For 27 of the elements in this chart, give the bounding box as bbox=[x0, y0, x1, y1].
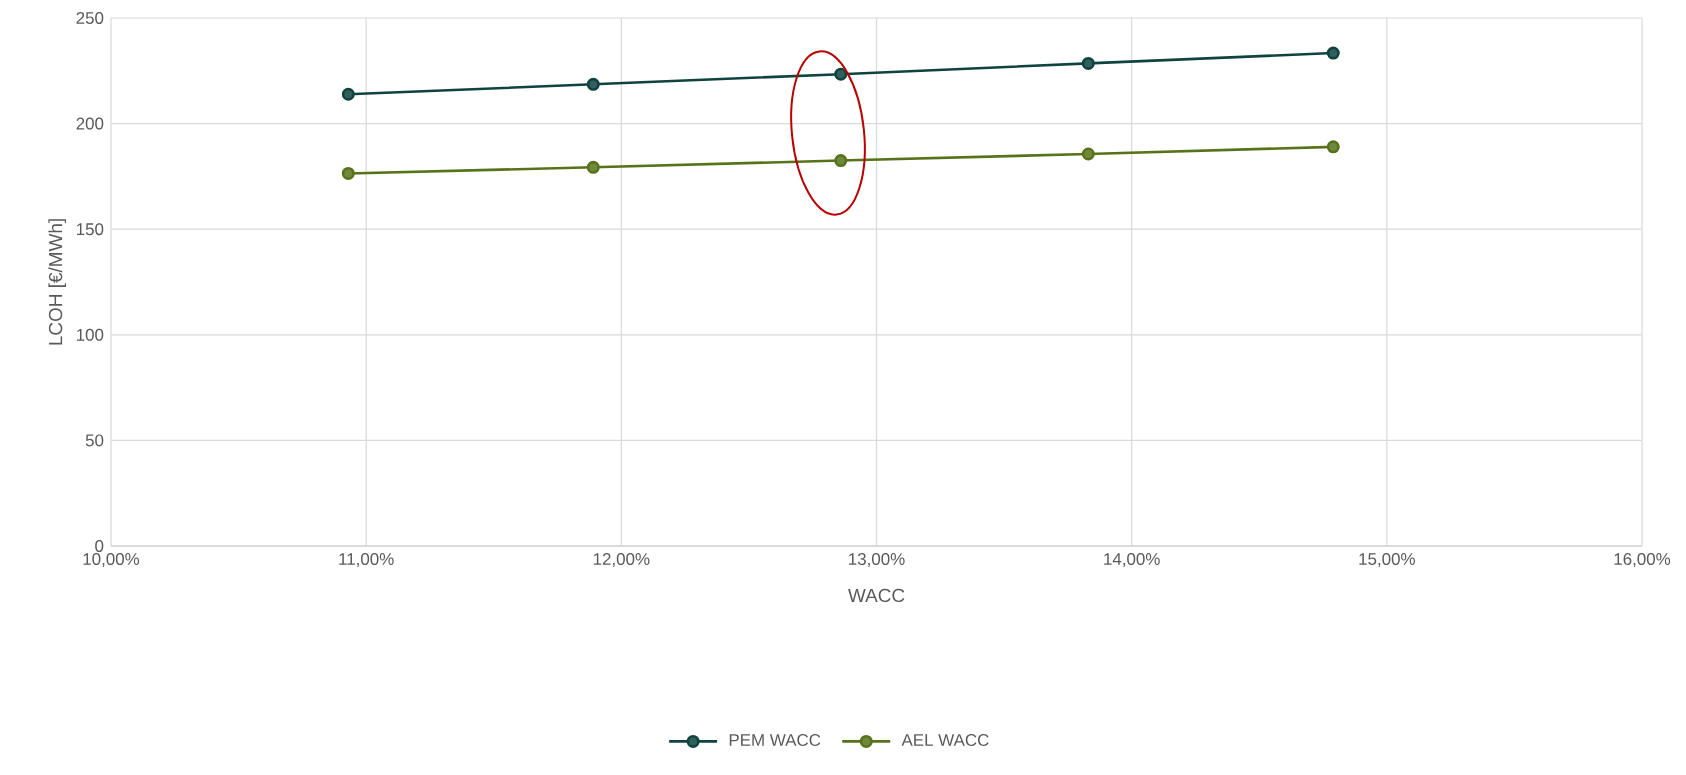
point bbox=[1081, 56, 1095, 70]
y-tick-label: 250 bbox=[76, 12, 104, 24]
legend-label: AEL WACC bbox=[901, 734, 989, 746]
point bbox=[341, 87, 355, 101]
legend-label: PEM WACC bbox=[729, 734, 821, 746]
x-tick-label: 11,00% bbox=[339, 553, 394, 568]
y-tick-label: 200 bbox=[76, 117, 104, 130]
point bbox=[586, 160, 600, 174]
point bbox=[1081, 147, 1095, 161]
x-axis-title: WACC bbox=[848, 588, 905, 603]
y-tick-label: 50 bbox=[85, 434, 104, 447]
point bbox=[1326, 140, 1340, 154]
x-tick-label: 13,00% bbox=[849, 553, 905, 568]
y-axis-title: LCOH [€/MWh] bbox=[48, 219, 67, 345]
point bbox=[1326, 46, 1340, 60]
y-tick-label: 100 bbox=[76, 328, 104, 341]
point bbox=[834, 154, 848, 168]
x-tick-label: 15,00% bbox=[1359, 553, 1415, 568]
point bbox=[586, 77, 600, 91]
point bbox=[341, 166, 355, 180]
x-tick-label: 14,00% bbox=[1104, 553, 1160, 568]
y-tick-label: 150 bbox=[76, 223, 104, 236]
x-tick-label: 12,00% bbox=[593, 553, 650, 568]
x-tick-label: 16,00% bbox=[1614, 553, 1671, 568]
x-tick-label: 10,00% bbox=[83, 553, 140, 568]
point bbox=[834, 67, 848, 81]
y-tick-label: 0 bbox=[95, 540, 104, 552]
